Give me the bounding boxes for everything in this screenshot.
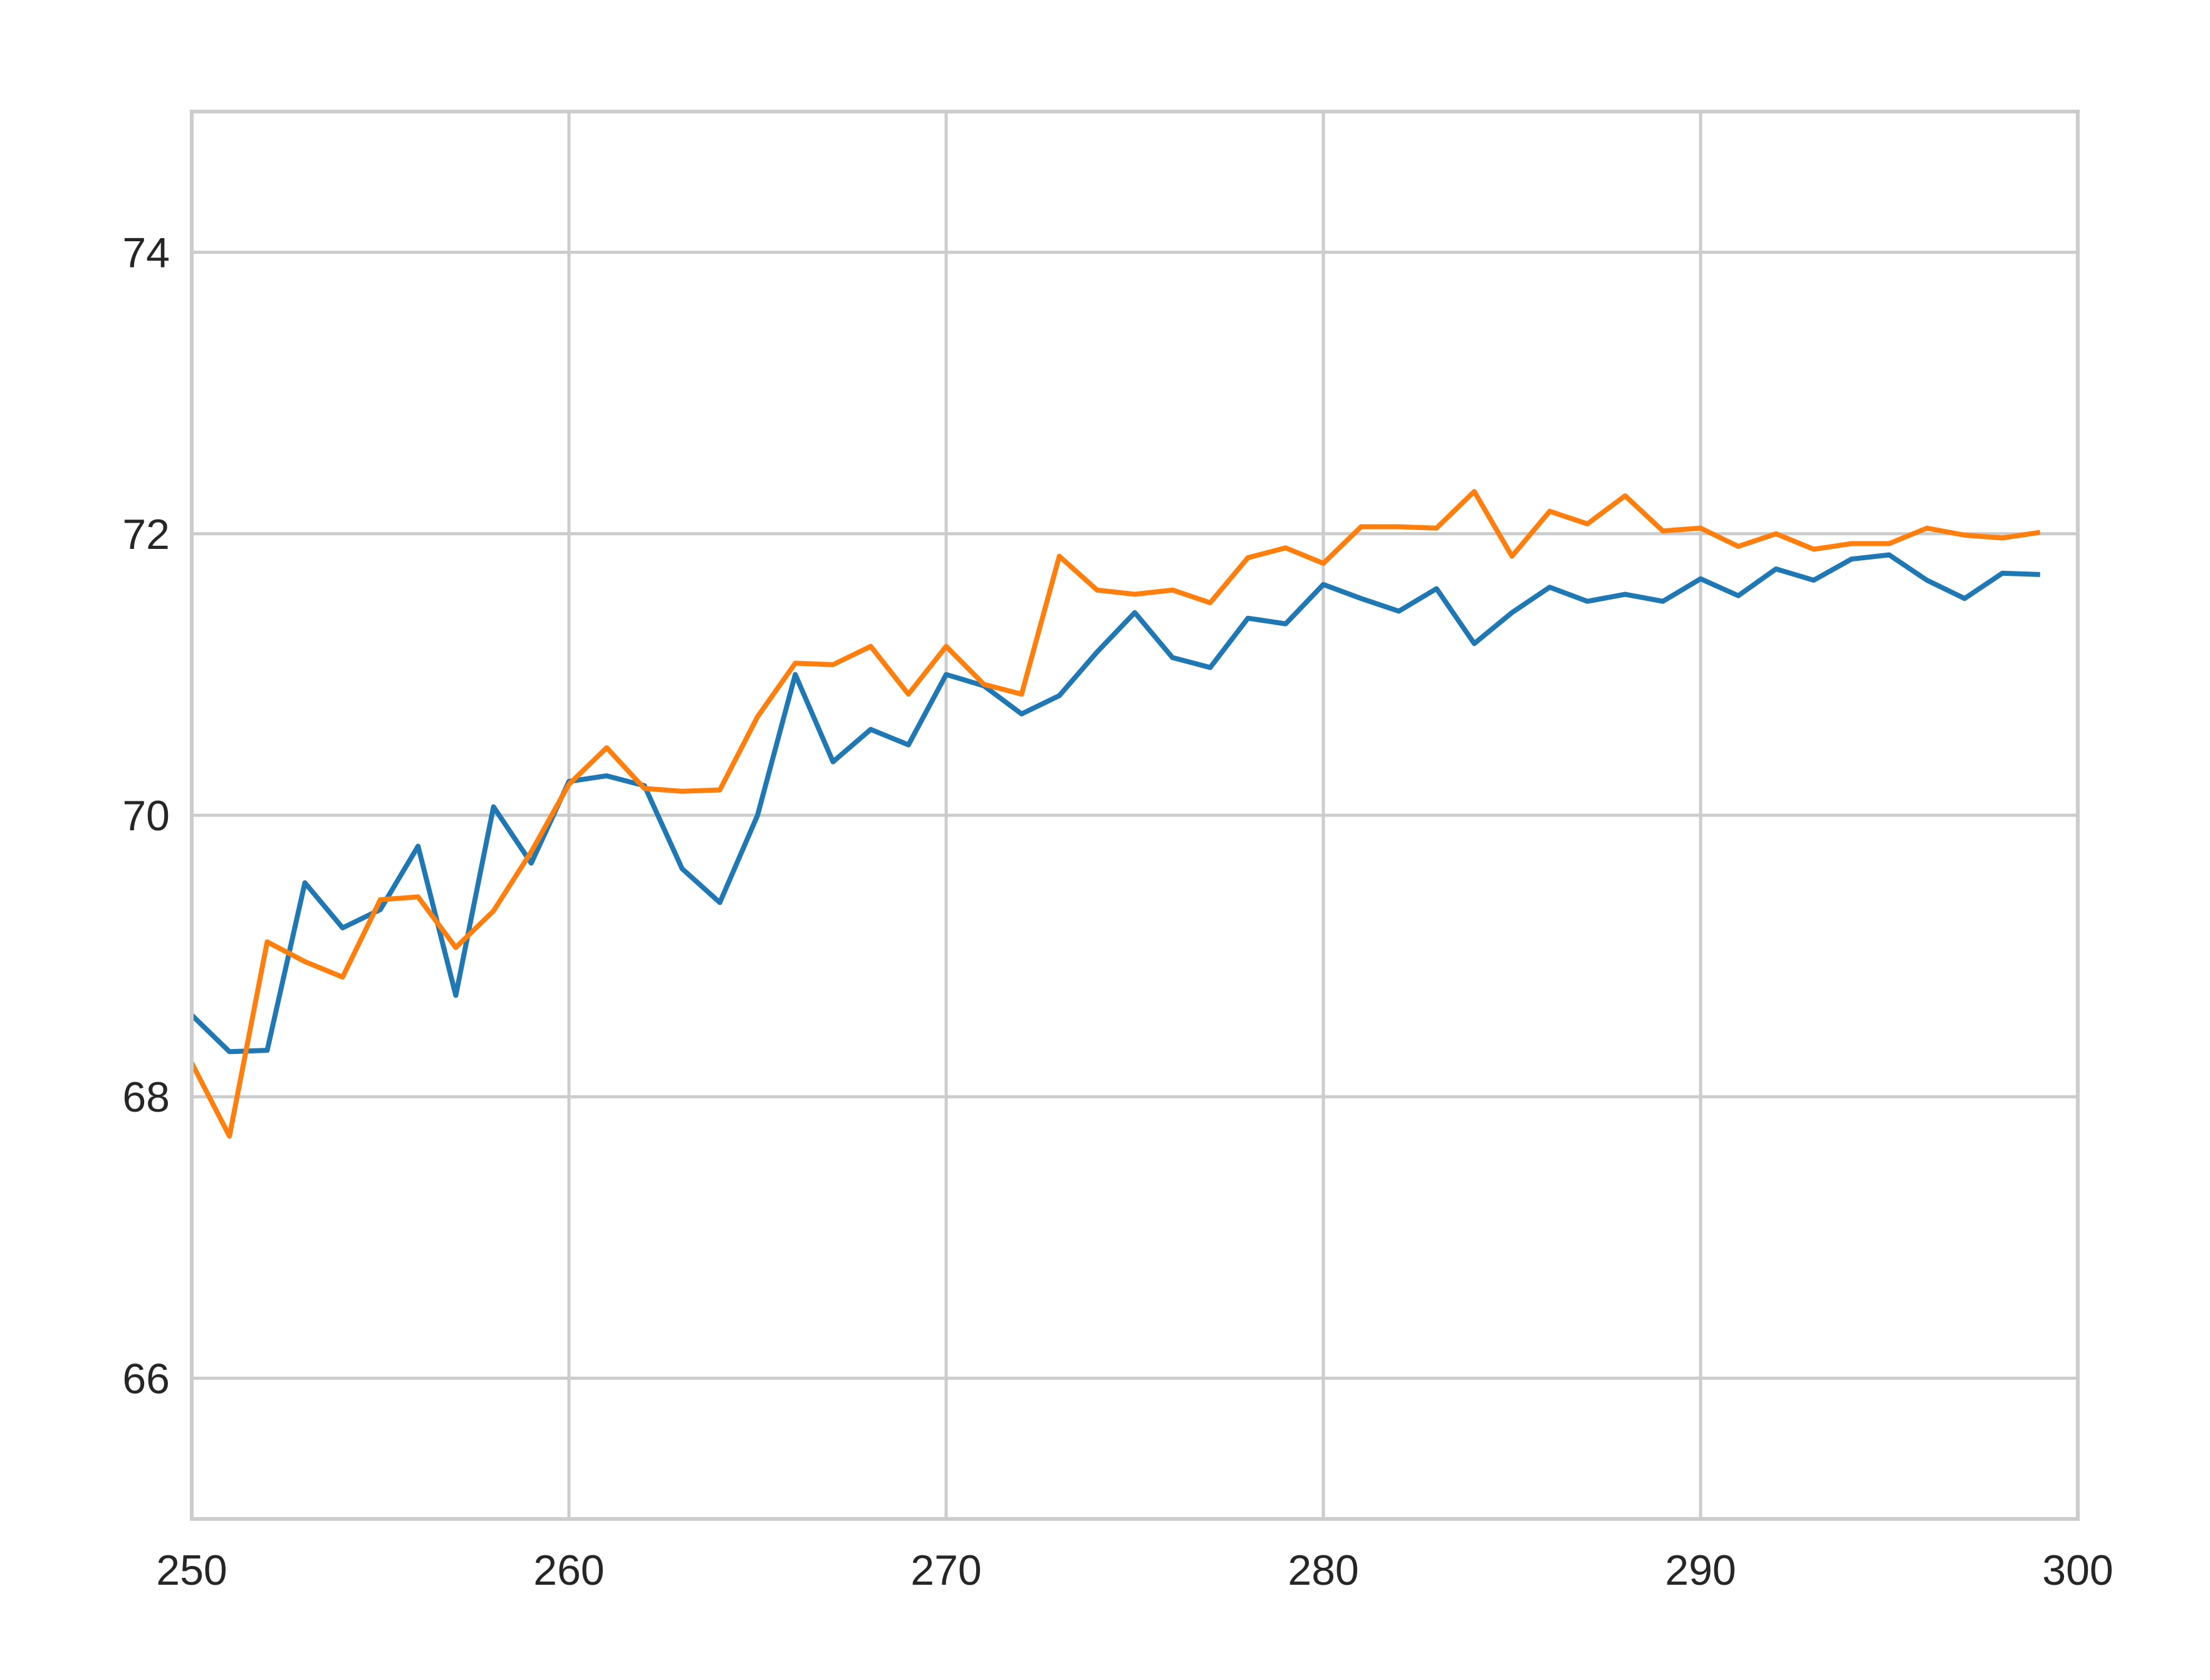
- y-tick-label: 74: [122, 229, 170, 277]
- x-axis-ticks: 250 260 270 280 290 300: [156, 1547, 2113, 1594]
- series-line-2: [189, 489, 2041, 1139]
- x-tick-label: 300: [2042, 1547, 2113, 1594]
- y-axis-ticks: 66 68 70 72 74: [122, 229, 170, 1403]
- x-tick-label: 280: [1288, 1547, 1358, 1594]
- data-series: [189, 489, 2041, 1139]
- y-tick-label: 66: [122, 1355, 170, 1402]
- y-tick-label: 68: [122, 1073, 170, 1121]
- x-tick-label: 260: [533, 1547, 604, 1594]
- y-tick-label: 72: [122, 511, 170, 558]
- plot-frame: [190, 110, 2080, 1521]
- y-tick-label: 70: [122, 792, 170, 840]
- x-tick-label: 270: [910, 1547, 981, 1594]
- x-tick-label: 290: [1665, 1547, 1736, 1594]
- grid-lines: [190, 112, 2080, 1519]
- series-line-1: [190, 552, 2040, 1055]
- x-tick-label: 250: [156, 1547, 227, 1594]
